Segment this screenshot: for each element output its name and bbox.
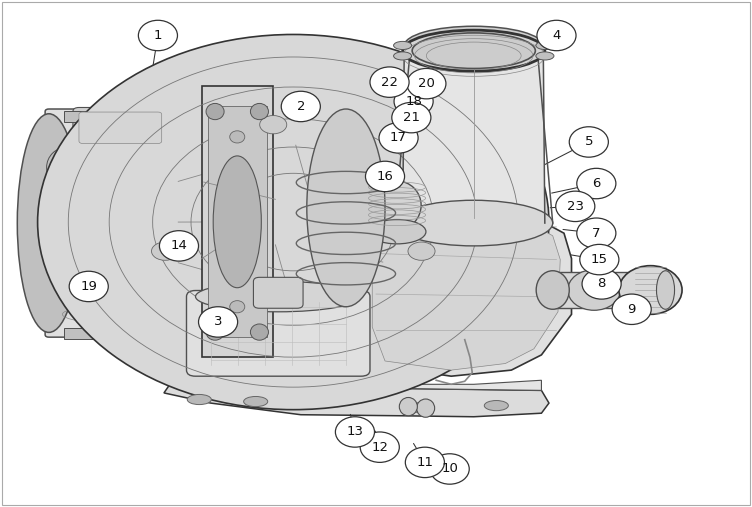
Ellipse shape — [307, 109, 385, 307]
Ellipse shape — [196, 281, 361, 312]
Text: 13: 13 — [347, 425, 363, 439]
Ellipse shape — [187, 394, 211, 405]
Ellipse shape — [365, 161, 405, 192]
Ellipse shape — [368, 220, 426, 244]
Text: 19: 19 — [80, 280, 97, 293]
Ellipse shape — [392, 102, 431, 133]
Ellipse shape — [244, 396, 268, 407]
Polygon shape — [169, 375, 541, 390]
Ellipse shape — [373, 181, 421, 230]
Text: 11: 11 — [417, 456, 433, 469]
Ellipse shape — [405, 447, 444, 478]
Ellipse shape — [379, 123, 418, 153]
Ellipse shape — [250, 103, 268, 120]
Text: 16: 16 — [377, 170, 393, 183]
Text: 23: 23 — [567, 200, 584, 213]
Text: 22: 22 — [381, 76, 398, 89]
Ellipse shape — [281, 91, 320, 122]
Ellipse shape — [47, 147, 89, 188]
Ellipse shape — [577, 168, 616, 199]
Text: 3: 3 — [214, 315, 223, 329]
Bar — [553, 272, 647, 308]
Text: 1: 1 — [153, 29, 162, 42]
Ellipse shape — [138, 20, 177, 51]
Ellipse shape — [393, 52, 411, 60]
Polygon shape — [403, 46, 544, 223]
Ellipse shape — [536, 42, 554, 50]
Ellipse shape — [577, 218, 616, 248]
Ellipse shape — [230, 301, 245, 313]
Ellipse shape — [619, 266, 682, 314]
Ellipse shape — [582, 269, 621, 299]
Ellipse shape — [580, 244, 619, 275]
Text: 6: 6 — [592, 177, 601, 190]
Ellipse shape — [259, 116, 287, 134]
Text: 14: 14 — [171, 239, 187, 252]
Ellipse shape — [17, 114, 80, 333]
Ellipse shape — [47, 188, 89, 228]
FancyBboxPatch shape — [79, 112, 162, 143]
Bar — [202, 86, 273, 357]
Polygon shape — [164, 385, 549, 417]
FancyBboxPatch shape — [186, 291, 370, 376]
Ellipse shape — [230, 131, 245, 143]
Text: 5: 5 — [584, 135, 593, 149]
Text: 15: 15 — [591, 253, 608, 266]
Ellipse shape — [568, 270, 620, 310]
FancyBboxPatch shape — [45, 109, 211, 337]
Ellipse shape — [206, 324, 224, 340]
Bar — [64, 111, 184, 122]
Text: 4: 4 — [552, 29, 561, 42]
Ellipse shape — [403, 30, 544, 71]
Ellipse shape — [569, 127, 608, 157]
Polygon shape — [372, 208, 560, 370]
Ellipse shape — [537, 20, 576, 51]
Ellipse shape — [656, 271, 675, 309]
Ellipse shape — [69, 271, 108, 302]
Text: 12: 12 — [371, 441, 388, 454]
Ellipse shape — [188, 125, 226, 321]
Text: 8: 8 — [597, 277, 606, 291]
Ellipse shape — [214, 156, 262, 287]
Text: 10: 10 — [441, 462, 458, 476]
Ellipse shape — [38, 34, 549, 410]
FancyBboxPatch shape — [73, 107, 168, 149]
Text: 7: 7 — [592, 227, 601, 240]
Ellipse shape — [393, 42, 411, 50]
Ellipse shape — [335, 417, 374, 447]
Ellipse shape — [417, 399, 435, 417]
Text: 21: 21 — [403, 111, 420, 124]
Text: 2: 2 — [296, 100, 305, 113]
Bar — [208, 106, 267, 337]
Ellipse shape — [159, 231, 199, 261]
Ellipse shape — [484, 401, 508, 411]
Ellipse shape — [199, 307, 238, 337]
Ellipse shape — [151, 242, 178, 260]
Ellipse shape — [612, 294, 651, 324]
Ellipse shape — [409, 403, 433, 413]
Text: 17: 17 — [390, 131, 407, 144]
Ellipse shape — [399, 397, 417, 416]
Polygon shape — [361, 203, 572, 376]
FancyBboxPatch shape — [253, 277, 303, 308]
Ellipse shape — [405, 26, 543, 65]
Ellipse shape — [408, 242, 435, 260]
Bar — [64, 328, 184, 339]
Ellipse shape — [395, 200, 553, 246]
Ellipse shape — [536, 271, 569, 309]
Ellipse shape — [407, 68, 446, 99]
Text: 20: 20 — [418, 77, 435, 90]
Ellipse shape — [556, 191, 595, 222]
Ellipse shape — [360, 432, 399, 462]
Ellipse shape — [430, 454, 469, 484]
Ellipse shape — [536, 52, 554, 60]
Ellipse shape — [394, 86, 433, 117]
Text: 9: 9 — [627, 303, 636, 316]
Ellipse shape — [206, 103, 224, 120]
Text: 18: 18 — [405, 95, 422, 108]
Ellipse shape — [412, 33, 535, 68]
Ellipse shape — [250, 324, 268, 340]
Ellipse shape — [370, 67, 409, 97]
